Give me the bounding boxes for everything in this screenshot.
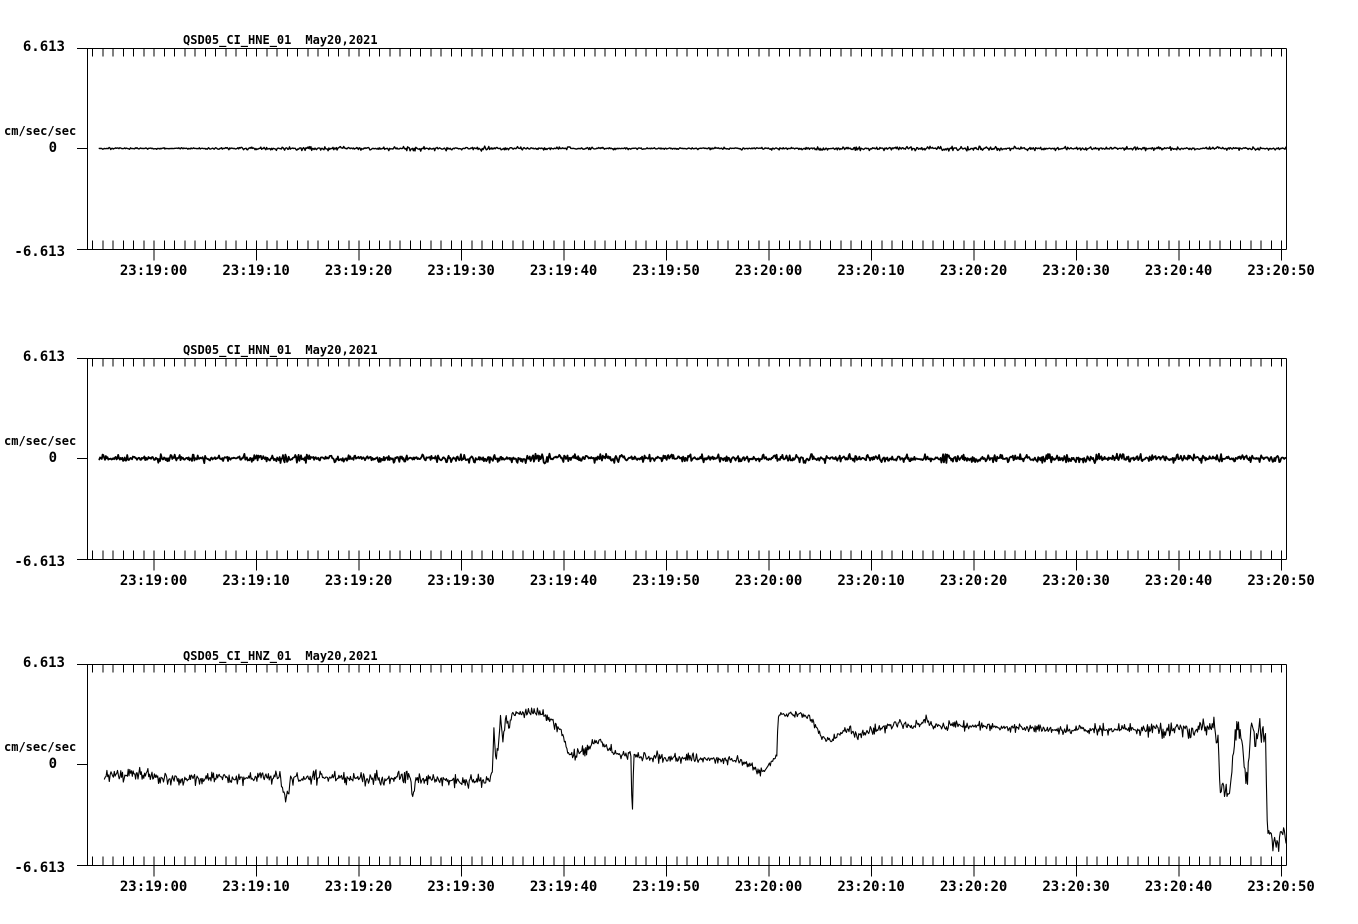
plot-hnz: 23:19:00 23:19:10 23:19:20 23:19:30 23:19:40… xyxy=(77,664,1315,895)
y-max-label: 6.613 xyxy=(22,39,65,55)
x-tick-label: 23:20:00 xyxy=(735,573,802,589)
trace-date-label: May20,2021 xyxy=(305,343,378,357)
x-tick-label: 23:19:20 xyxy=(325,573,392,589)
waveform-hnn xyxy=(98,452,1287,465)
x-tick-label: 23:20:40 xyxy=(1145,879,1212,895)
major-tick-marks xyxy=(153,249,1283,261)
trace-id-label: QSD05_CI_HNN_01 xyxy=(183,343,292,357)
x-tick-label: 23:20:20 xyxy=(940,879,1007,895)
y-zero-label: 0 xyxy=(48,756,57,772)
x-tick-label: 23:20:30 xyxy=(1042,263,1109,279)
panel-hne: QSD05_CI_HNE_01 May20,2021 6.613 cm/sec/s… xyxy=(0,0,1358,308)
x-tick-label: 23:20:40 xyxy=(1145,263,1212,279)
x-tick-label: 23:20:10 xyxy=(837,879,904,895)
minor-tick-marks xyxy=(92,358,1283,560)
x-tick-label: 23:19:10 xyxy=(222,879,289,895)
axis-frame xyxy=(77,358,1287,560)
x-tick-label: 23:19:30 xyxy=(427,263,494,279)
y-min-label: -6.613 xyxy=(14,860,65,876)
x-tick-label: 23:19:00 xyxy=(120,879,187,895)
x-tick-label: 23:19:50 xyxy=(632,573,699,589)
x-tick-label: 23:20:50 xyxy=(1247,263,1314,279)
trace-title-hnz: QSD05_CI_HNZ_01 May20,2021 xyxy=(183,649,378,663)
x-tick-label: 23:19:20 xyxy=(325,879,392,895)
panel-hnz: QSD05_CI_HNZ_01 May20,2021 6.613 cm/sec/s… xyxy=(0,616,1358,924)
x-tick-label: 23:19:40 xyxy=(530,263,597,279)
y-min-label: -6.613 xyxy=(14,244,65,260)
x-tick-label: 23:19:40 xyxy=(530,879,597,895)
x-tick-label: 23:19:20 xyxy=(325,263,392,279)
waveform-hne xyxy=(98,145,1287,152)
x-tick-label: 23:19:10 xyxy=(222,573,289,589)
plot-hne: 23:19:00 23:19:10 23:19:20 23:19:30 23:19:40… xyxy=(77,48,1315,279)
minor-tick-marks xyxy=(92,48,1283,250)
x-tick-label: 23:20:40 xyxy=(1145,573,1212,589)
panel-hnn: QSD05_CI_HNN_01 May20,2021 6.613 cm/sec/s… xyxy=(0,310,1358,618)
y-axis-unit-label: cm/sec/sec xyxy=(4,434,77,448)
trace-id-label: QSD05_CI_HNE_01 xyxy=(183,33,292,47)
x-tick-label: 23:19:50 xyxy=(632,879,699,895)
axis-frame xyxy=(77,664,1287,866)
x-tick-label: 23:20:20 xyxy=(940,573,1007,589)
x-tick-label: 23:20:30 xyxy=(1042,879,1109,895)
x-tick-label: 23:19:10 xyxy=(222,263,289,279)
trace-title-hne: QSD05_CI_HNE_01 May20,2021 xyxy=(183,33,378,47)
y-max-label: 6.613 xyxy=(22,349,65,365)
y-axis-unit-label: cm/sec/sec xyxy=(4,124,77,138)
major-tick-marks xyxy=(153,559,1283,571)
x-tick-label: 23:20:00 xyxy=(735,263,802,279)
trace-date-label: May20,2021 xyxy=(305,649,378,663)
x-tick-label: 23:19:00 xyxy=(120,573,187,589)
x-tick-label: 23:20:10 xyxy=(837,263,904,279)
x-tick-label: 23:20:10 xyxy=(837,573,904,589)
y-axis-unit-label: cm/sec/sec xyxy=(4,740,77,754)
x-tick-label: 23:19:40 xyxy=(530,573,597,589)
x-tick-label: 23:19:00 xyxy=(120,263,187,279)
waveform-hnz xyxy=(103,707,1287,853)
y-max-label: 6.613 xyxy=(22,655,65,671)
y-min-label: -6.613 xyxy=(14,554,65,570)
x-tick-label: 23:20:30 xyxy=(1042,573,1109,589)
trace-id-label: QSD05_CI_HNZ_01 xyxy=(183,649,292,663)
plot-hnn: 23:19:00 23:19:10 23:19:20 23:19:30 23:19:40… xyxy=(77,358,1315,589)
trace-date-label: May20,2021 xyxy=(305,33,378,47)
axis-frame xyxy=(77,48,1287,250)
x-tick-label: 23:20:00 xyxy=(735,879,802,895)
y-zero-label: 0 xyxy=(48,140,57,156)
minor-tick-marks xyxy=(92,664,1283,866)
x-tick-label: 23:19:30 xyxy=(427,879,494,895)
trace-title-hnn: QSD05_CI_HNN_01 May20,2021 xyxy=(183,343,378,357)
y-zero-label: 0 xyxy=(48,450,57,466)
x-tick-label: 23:19:50 xyxy=(632,263,699,279)
x-tick-label: 23:20:50 xyxy=(1247,573,1314,589)
x-tick-label: 23:20:50 xyxy=(1247,879,1314,895)
x-tick-label: 23:19:30 xyxy=(427,573,494,589)
major-tick-marks xyxy=(153,865,1283,877)
x-tick-label: 23:20:20 xyxy=(940,263,1007,279)
